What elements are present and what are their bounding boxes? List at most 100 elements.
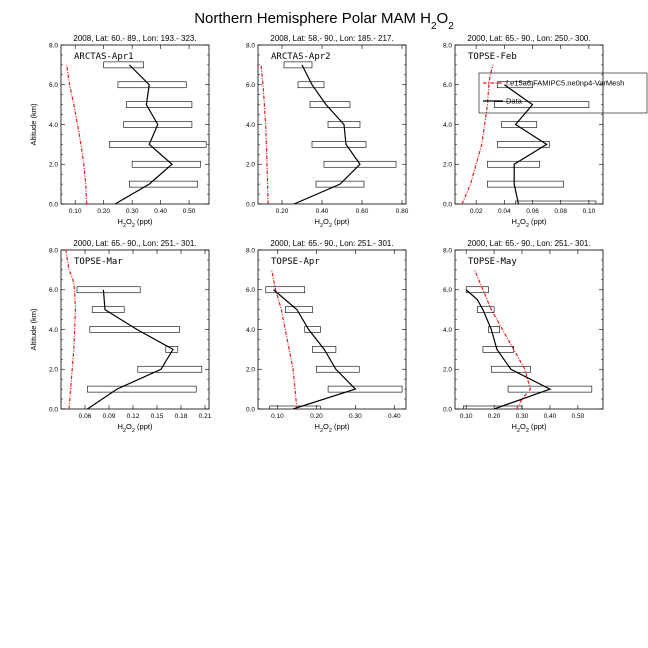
y-tick-label: 0.0: [443, 406, 452, 413]
x-axis-label-subscript: 2: [320, 428, 323, 434]
y-tick-label: 8.0: [443, 42, 452, 49]
panel-header: 2000, Lat: 65.- 90., Lon: 251.- 301.: [73, 239, 196, 248]
y-tick-label: 4.0: [246, 122, 255, 129]
range-box: [488, 326, 500, 333]
range-box: [284, 306, 313, 313]
title-subscript-2: 2: [448, 21, 454, 32]
x-tick-label: 0.40: [544, 413, 557, 420]
x-axis-label-subscript: 2: [320, 223, 323, 229]
x-tick-label: 0.18: [175, 413, 188, 420]
plot-frame: [60, 249, 210, 410]
case-label: TOPSE-Feb: [468, 52, 517, 62]
model-line: [260, 64, 269, 204]
x-axis-label-part: O: [323, 217, 329, 226]
x-tick-label: 0.10: [460, 413, 473, 420]
title-subscript: 2: [431, 21, 437, 32]
plot-area: [463, 269, 593, 409]
x-axis-label-subscript: 2: [123, 223, 126, 229]
range-box: [323, 160, 397, 168]
range-box: [89, 326, 180, 333]
range-box: [131, 160, 201, 168]
x-axis-label: H2O2 (ppt): [118, 217, 153, 229]
panels: 2008, Lat: 60.- 89., Lon: 193.- 323. 0.10…: [29, 34, 648, 434]
case-label: ARCTAS-Apr1: [74, 52, 134, 62]
range-box: [463, 405, 523, 409]
range-box: [109, 141, 207, 148]
plot-frame: [60, 44, 210, 205]
x-axis-label: H2O2 (ppt): [512, 422, 547, 434]
range-box: [123, 121, 193, 128]
plot-frame: [257, 249, 407, 410]
x-tick-label: 0.40: [154, 208, 167, 215]
x-tick-label: 0.02: [470, 208, 483, 215]
x-axis-label-subscript: 2: [517, 428, 520, 434]
x-axis-label-part: H: [315, 217, 320, 226]
range-box: [487, 160, 540, 168]
x-axis-label-subscript: 2: [329, 223, 332, 229]
x-tick-label: 0.20: [97, 208, 110, 215]
x-axis-label-subscript: 2: [526, 428, 529, 434]
range-box: [129, 180, 198, 188]
y-tick-label: 4.0: [49, 327, 58, 334]
x-tick-label: 0.10: [69, 208, 82, 215]
y-tick-label: 8.0: [246, 42, 255, 49]
x-axis-label-part: H: [315, 422, 320, 431]
case-label: TOPSE-Mar: [74, 257, 123, 267]
y-tick-label: 2.0: [49, 162, 58, 169]
x-axis-label-part: (ppt): [529, 217, 547, 226]
plot-frame: [257, 44, 407, 205]
case-label: ARCTAS-Apr2: [271, 52, 331, 62]
range-box: [87, 385, 197, 393]
y-axis-label: Altitude (km): [29, 308, 38, 351]
y-tick-label: 6.0: [49, 82, 58, 89]
plot-frame: [454, 44, 604, 205]
x-tick-label: 0.12: [127, 413, 140, 420]
range-box: [117, 81, 187, 89]
y-tick-label: 6.0: [443, 82, 452, 89]
data-line: [293, 64, 361, 204]
panel-header: 2000, Lat: 65.- 90., Lon: 251.- 301.: [467, 239, 590, 248]
range-box: [311, 141, 367, 148]
x-tick-label: 0.10: [271, 413, 284, 420]
x-tick-label: 0.30: [126, 208, 139, 215]
y-tick-label: 8.0: [49, 42, 58, 49]
x-tick-label: 0.15: [151, 413, 164, 420]
x-axis-label-part: (ppt): [332, 422, 350, 431]
panel-header: 2008, Lat: 58.- 90., Lon: 185.- 217.: [270, 34, 393, 43]
range-box: [103, 61, 144, 69]
panel-header: 2000, Lat: 65.- 90., Lon: 251.- 301.: [270, 239, 393, 248]
plot-area: [66, 61, 207, 204]
x-tick-label: 0.21: [199, 413, 212, 420]
x-axis-label-part: O: [520, 422, 526, 431]
range-box: [496, 141, 550, 148]
x-axis-label-subscript: 2: [132, 428, 135, 434]
x-tick-label: 0.10: [583, 208, 596, 215]
panel-5: 2000, Lat: 65.- 90., Lon: 251.- 301. 0.10…: [246, 239, 407, 434]
range-box: [304, 326, 321, 333]
x-axis-label-part: H: [512, 217, 517, 226]
y-tick-label: 6.0: [443, 287, 452, 294]
data-line: [114, 64, 173, 204]
data-line: [273, 289, 357, 409]
x-axis-label: H2O2 (ppt): [118, 422, 153, 434]
title-main: Northern Hemisphere Polar MAM H: [194, 10, 431, 27]
x-axis-label-subscript: 2: [132, 223, 135, 229]
x-axis-label-part: O: [323, 422, 329, 431]
x-tick-label: 0.40: [316, 208, 329, 215]
x-axis-label-part: (ppt): [135, 422, 153, 431]
data-line: [87, 289, 174, 409]
range-box: [491, 365, 531, 373]
y-tick-label: 0.0: [246, 406, 255, 413]
x-tick-label: 0.50: [183, 208, 196, 215]
x-tick-label: 0.80: [396, 208, 409, 215]
range-box: [316, 365, 360, 373]
range-box: [137, 365, 203, 373]
legend-data-label: Data: [506, 97, 523, 106]
range-box: [265, 286, 306, 294]
x-axis-label-part: H: [118, 217, 123, 226]
x-tick-label: 0.50: [572, 413, 585, 420]
y-tick-label: 6.0: [49, 287, 58, 294]
panel-6: 2000, Lat: 65.- 90., Lon: 251.- 301. 0.10…: [443, 239, 604, 434]
x-axis-label-part: H: [512, 422, 517, 431]
panel-4: 2000, Lat: 65.- 90., Lon: 251.- 301.0.06…: [29, 239, 212, 434]
